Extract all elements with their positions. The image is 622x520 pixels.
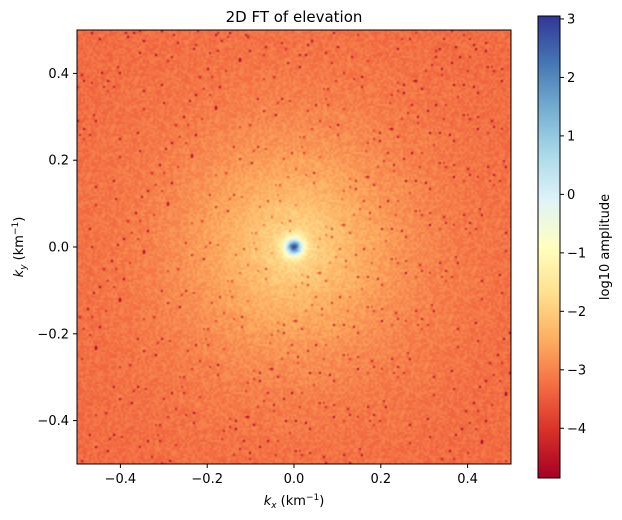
colorbar-tick-label: −1 bbox=[567, 246, 586, 261]
colorbar-tick-label: 0 bbox=[567, 188, 575, 203]
x-tick-label: 0.2 bbox=[370, 472, 391, 487]
y-tick-label: 0.2 bbox=[48, 154, 69, 169]
colorbar-tick-label: −3 bbox=[567, 363, 586, 378]
colorbar-tick-label: 2 bbox=[567, 71, 575, 86]
chart-title: 2D FT of elevation bbox=[226, 8, 363, 26]
y-tick-label: 0.0 bbox=[48, 241, 69, 256]
x-axis-label: kx (km−1) bbox=[264, 493, 325, 511]
colorbar-tick-label: −2 bbox=[567, 305, 586, 320]
colorbar-ticks: −4 −3 −2 −1 0 1 2 3 bbox=[560, 12, 586, 437]
heatmap-image bbox=[77, 30, 511, 464]
x-axis-ticks: −0.4 −0.2 0.0 0.2 0.4 bbox=[105, 464, 478, 487]
x-tick-label: 0.4 bbox=[457, 472, 478, 487]
y-axis-ticks: −0.4 −0.2 0.0 0.2 0.4 bbox=[37, 67, 77, 429]
colorbar: −4 −3 −2 −1 0 1 2 3 log10 amplitude bbox=[537, 12, 613, 479]
heatmap-plot bbox=[76, 29, 512, 465]
colorbar-tick-label: −4 bbox=[567, 422, 586, 437]
colorbar-gradient bbox=[537, 15, 561, 479]
colorbar-tick-label: 3 bbox=[567, 12, 575, 27]
x-tick-label: 0.0 bbox=[284, 472, 305, 487]
x-tick-label: −0.4 bbox=[105, 472, 137, 487]
y-tick-label: −0.2 bbox=[37, 327, 69, 342]
x-tick-label: −0.2 bbox=[191, 472, 223, 487]
colorbar-tick-label: 1 bbox=[567, 129, 575, 144]
y-tick-label: −0.4 bbox=[37, 414, 69, 429]
y-tick-label: 0.4 bbox=[48, 67, 69, 82]
y-axis-label: ky (km−1) bbox=[11, 217, 29, 278]
colorbar-label: log10 amplitude bbox=[598, 194, 613, 300]
